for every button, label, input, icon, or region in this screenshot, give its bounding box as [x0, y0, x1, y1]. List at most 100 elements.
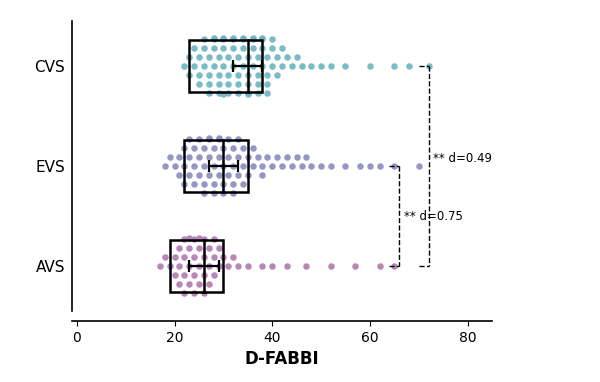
Point: [218, 254, 228, 260]
Bar: [170, 240, 223, 292]
Point: [223, 172, 233, 178]
Point: [204, 136, 214, 142]
Point: [268, 163, 277, 169]
Point: [243, 263, 253, 269]
Text: ** d=0.75: ** d=0.75: [404, 210, 463, 223]
Point: [194, 81, 204, 87]
Point: [263, 90, 272, 96]
Point: [179, 145, 189, 151]
Point: [209, 45, 218, 52]
Point: [263, 72, 272, 78]
Point: [243, 90, 253, 96]
Point: [199, 63, 209, 70]
Point: [233, 54, 243, 60]
Point: [184, 245, 194, 251]
Point: [189, 63, 199, 70]
Point: [355, 163, 365, 169]
Point: [179, 181, 189, 187]
Point: [229, 181, 238, 187]
Point: [218, 190, 228, 196]
Point: [292, 54, 301, 60]
Point: [175, 263, 184, 269]
Point: [204, 81, 214, 87]
Point: [243, 154, 253, 160]
Bar: [189, 40, 262, 92]
Point: [194, 263, 204, 269]
Point: [179, 290, 189, 296]
Point: [389, 63, 399, 70]
Point: [243, 72, 253, 78]
Point: [424, 63, 433, 70]
Point: [209, 236, 218, 242]
Point: [229, 36, 238, 42]
Point: [223, 90, 233, 96]
Point: [204, 154, 214, 160]
Point: [209, 163, 218, 169]
Point: [243, 91, 253, 97]
Point: [214, 172, 223, 178]
Point: [243, 172, 253, 178]
Point: [189, 272, 199, 278]
Point: [257, 36, 267, 42]
Point: [233, 136, 243, 142]
Point: [214, 90, 223, 96]
Point: [229, 45, 238, 52]
Point: [204, 72, 214, 78]
Point: [238, 36, 248, 42]
Point: [209, 181, 218, 187]
Point: [214, 81, 223, 87]
Point: [404, 63, 414, 70]
Point: [292, 154, 301, 160]
Point: [218, 36, 228, 42]
Point: [194, 136, 204, 142]
Point: [214, 135, 223, 141]
Point: [268, 263, 277, 269]
Point: [238, 45, 248, 52]
Point: [194, 235, 204, 241]
Point: [253, 90, 262, 96]
Point: [229, 36, 238, 42]
Point: [218, 181, 228, 187]
Point: [199, 272, 209, 278]
Point: [218, 91, 228, 97]
Point: [365, 163, 375, 169]
Point: [179, 63, 189, 70]
Point: [204, 245, 214, 251]
Point: [233, 172, 243, 178]
Point: [189, 145, 199, 151]
Point: [204, 172, 214, 178]
Point: [272, 54, 282, 60]
Point: [199, 290, 209, 296]
Point: [214, 263, 223, 269]
Point: [229, 163, 238, 169]
Point: [204, 54, 214, 60]
Point: [170, 163, 179, 169]
Point: [253, 72, 262, 78]
Point: [204, 135, 214, 141]
Point: [194, 54, 204, 60]
Point: [223, 154, 233, 160]
Point: [307, 163, 316, 169]
Point: [233, 81, 243, 87]
Point: [326, 63, 335, 70]
Point: [257, 36, 267, 42]
Point: [209, 36, 218, 42]
Point: [326, 163, 335, 169]
Point: [223, 136, 233, 142]
Point: [209, 272, 218, 278]
Point: [268, 63, 277, 70]
Point: [229, 190, 238, 196]
Point: [263, 154, 272, 160]
Point: [365, 63, 375, 70]
Point: [257, 45, 267, 52]
Point: [316, 63, 326, 70]
Point: [218, 45, 228, 52]
Point: [189, 181, 199, 187]
Point: [194, 245, 204, 251]
Point: [238, 36, 248, 42]
Point: [257, 63, 267, 70]
Point: [189, 45, 199, 52]
Point: [194, 281, 204, 287]
Point: [233, 90, 243, 96]
Point: [184, 263, 194, 269]
